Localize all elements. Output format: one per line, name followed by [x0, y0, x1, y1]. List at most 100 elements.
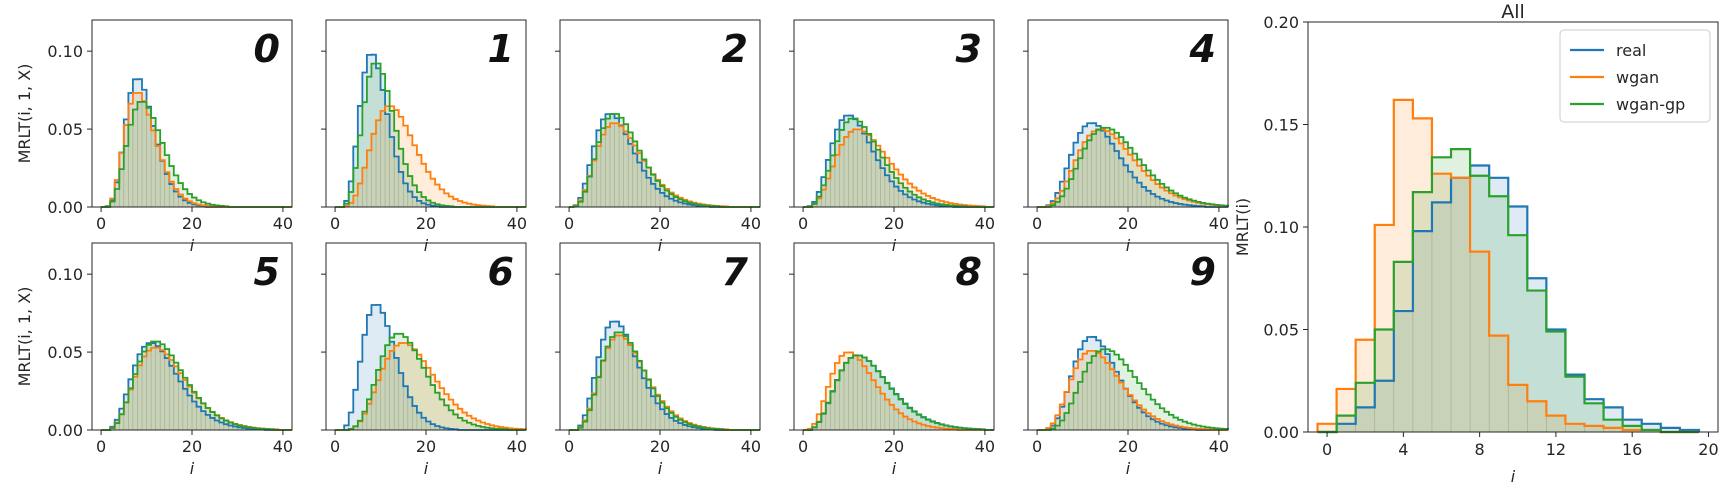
x-tick-label: 40 [975, 214, 995, 233]
hist-fill-real [1037, 123, 1228, 207]
x-tick-label: 0 [96, 214, 106, 233]
x-axis-label: i [892, 236, 897, 255]
hist-fill-wgan-gp [101, 101, 292, 207]
panel-4: 0 20 40 i 4 [1023, 19, 1229, 255]
series-line-wgan-gp [101, 340, 292, 431]
series-line-wgan-gp [1037, 348, 1229, 431]
series-line-wgan [335, 105, 526, 208]
x-tick-label: 8 [1475, 440, 1485, 459]
x-tick-label: 20 [182, 214, 202, 233]
series-line-wgan [803, 351, 994, 431]
x-axis-label: i [658, 459, 663, 478]
hist-fill-real [101, 343, 292, 430]
x-tick-label: 40 [273, 214, 293, 233]
x-tick-label: 0 [1322, 440, 1332, 459]
series-line-wgan-gp [569, 113, 760, 208]
digit-label: 2 [722, 27, 748, 71]
x-tick-label: 40 [1209, 437, 1229, 456]
x-tick-label: 0 [96, 437, 106, 456]
x-tick-label: 0 [798, 437, 808, 456]
y-tick-label: 0.05 [47, 120, 83, 139]
x-tick-label: 20 [182, 437, 202, 456]
y-tick-label: 0.20 [1263, 13, 1299, 32]
digit-label: 5 [254, 250, 280, 294]
hist-fill-real [1037, 336, 1228, 430]
hist-fill-real [569, 321, 760, 430]
x-tick-label: 0 [564, 214, 574, 233]
hist-fill-wgan-gp [1037, 349, 1228, 430]
digit-label: 6 [488, 250, 514, 294]
x-axis-label: i [190, 236, 195, 255]
y-axis-label: MRLT(i, 1, X) [15, 287, 34, 387]
legend-label-wgan: wgan [1616, 68, 1659, 87]
hist-fill-wgan [335, 106, 526, 207]
x-tick-label: 20 [650, 214, 670, 233]
chart-title: All [1501, 1, 1525, 23]
series-line-real [803, 114, 994, 208]
y-tick-label: 0.10 [47, 42, 83, 61]
x-tick-label: 0 [564, 437, 574, 456]
y-tick-label: 0.00 [1263, 423, 1299, 442]
x-axis-label: i [190, 459, 195, 478]
x-tick-label: 20 [1118, 214, 1138, 233]
x-tick-label: 40 [507, 437, 527, 456]
hist-fill-wgan [803, 129, 994, 207]
hist-fill-wgan-gp [101, 341, 292, 430]
x-axis-label: i [1126, 236, 1131, 255]
x-axis-label: i [658, 236, 663, 255]
panel-5: 0 20 40 i 0.00 0.05 0.10 MRLT(i, 1, X) 5 [15, 242, 293, 478]
hist-fill-real [803, 115, 994, 207]
y-axis-label: MRLT(i, 1, X) [15, 64, 34, 164]
hist-fill-real [101, 79, 292, 207]
panel-9: 0 20 40 i 9 [1023, 242, 1229, 478]
x-tick-label: 20 [650, 437, 670, 456]
legend: real wgan wgan-gp [1559, 29, 1711, 123]
x-tick-label: 40 [741, 214, 761, 233]
y-tick-label: 0.00 [47, 421, 83, 440]
digit-label: 9 [1190, 250, 1216, 294]
digit-label: 8 [956, 250, 982, 294]
panel-6: 0 20 40 i 6 [321, 242, 527, 478]
x-tick-label: 4 [1398, 440, 1408, 459]
hist-fill-wgan [569, 335, 760, 430]
series-line-wgan [1316, 98, 1699, 434]
x-axis-label: i [1511, 467, 1516, 486]
hist-fill-wgan-gp [569, 332, 760, 430]
series-line-wgan-gp [1317, 148, 1699, 434]
x-tick-label: 20 [1698, 440, 1718, 459]
digit-label: 1 [488, 27, 514, 71]
series-line-wgan-gp [335, 332, 526, 431]
hist-fill-real [335, 54, 526, 207]
x-axis-label: i [424, 459, 429, 478]
hist-fill-wgan-gp [569, 114, 760, 207]
hist-fill-wgan-gp [335, 63, 526, 208]
y-tick-label: 0.15 [1263, 116, 1299, 135]
y-tick-label: 0.00 [47, 198, 83, 217]
hist-fill-wgan-gp [1037, 127, 1228, 207]
panel-8: 0 20 40 i 8 [789, 242, 995, 478]
series-line-wgan [1037, 349, 1228, 431]
y-tick-label: 0.05 [47, 343, 83, 362]
x-tick-label: 0 [798, 214, 808, 233]
y-tick-label: 0.10 [1263, 218, 1299, 237]
series-line-wgan-gp [803, 117, 994, 208]
legend-label-real: real [1616, 41, 1646, 60]
x-tick-label: 0 [330, 437, 340, 456]
x-tick-label: 40 [741, 437, 761, 456]
hist-fill-wgan [803, 352, 994, 430]
x-tick-label: 20 [416, 437, 436, 456]
x-tick-label: 20 [884, 437, 904, 456]
panel-3: 0 20 40 i 3 [789, 19, 995, 255]
x-tick-label: 40 [273, 437, 293, 456]
panel-1: 0 20 40 i 1 [321, 19, 527, 255]
series-line-wgan-gp [569, 331, 760, 431]
hist-fill-real [569, 114, 760, 207]
x-axis-label: i [1126, 459, 1131, 478]
x-tick-label: 40 [507, 214, 527, 233]
hist-fill-wgan [101, 92, 292, 207]
legend-box [1559, 29, 1711, 123]
x-tick-label: 20 [1118, 437, 1138, 456]
x-tick-label: 16 [1622, 440, 1642, 459]
x-axis-label: i [892, 459, 897, 478]
